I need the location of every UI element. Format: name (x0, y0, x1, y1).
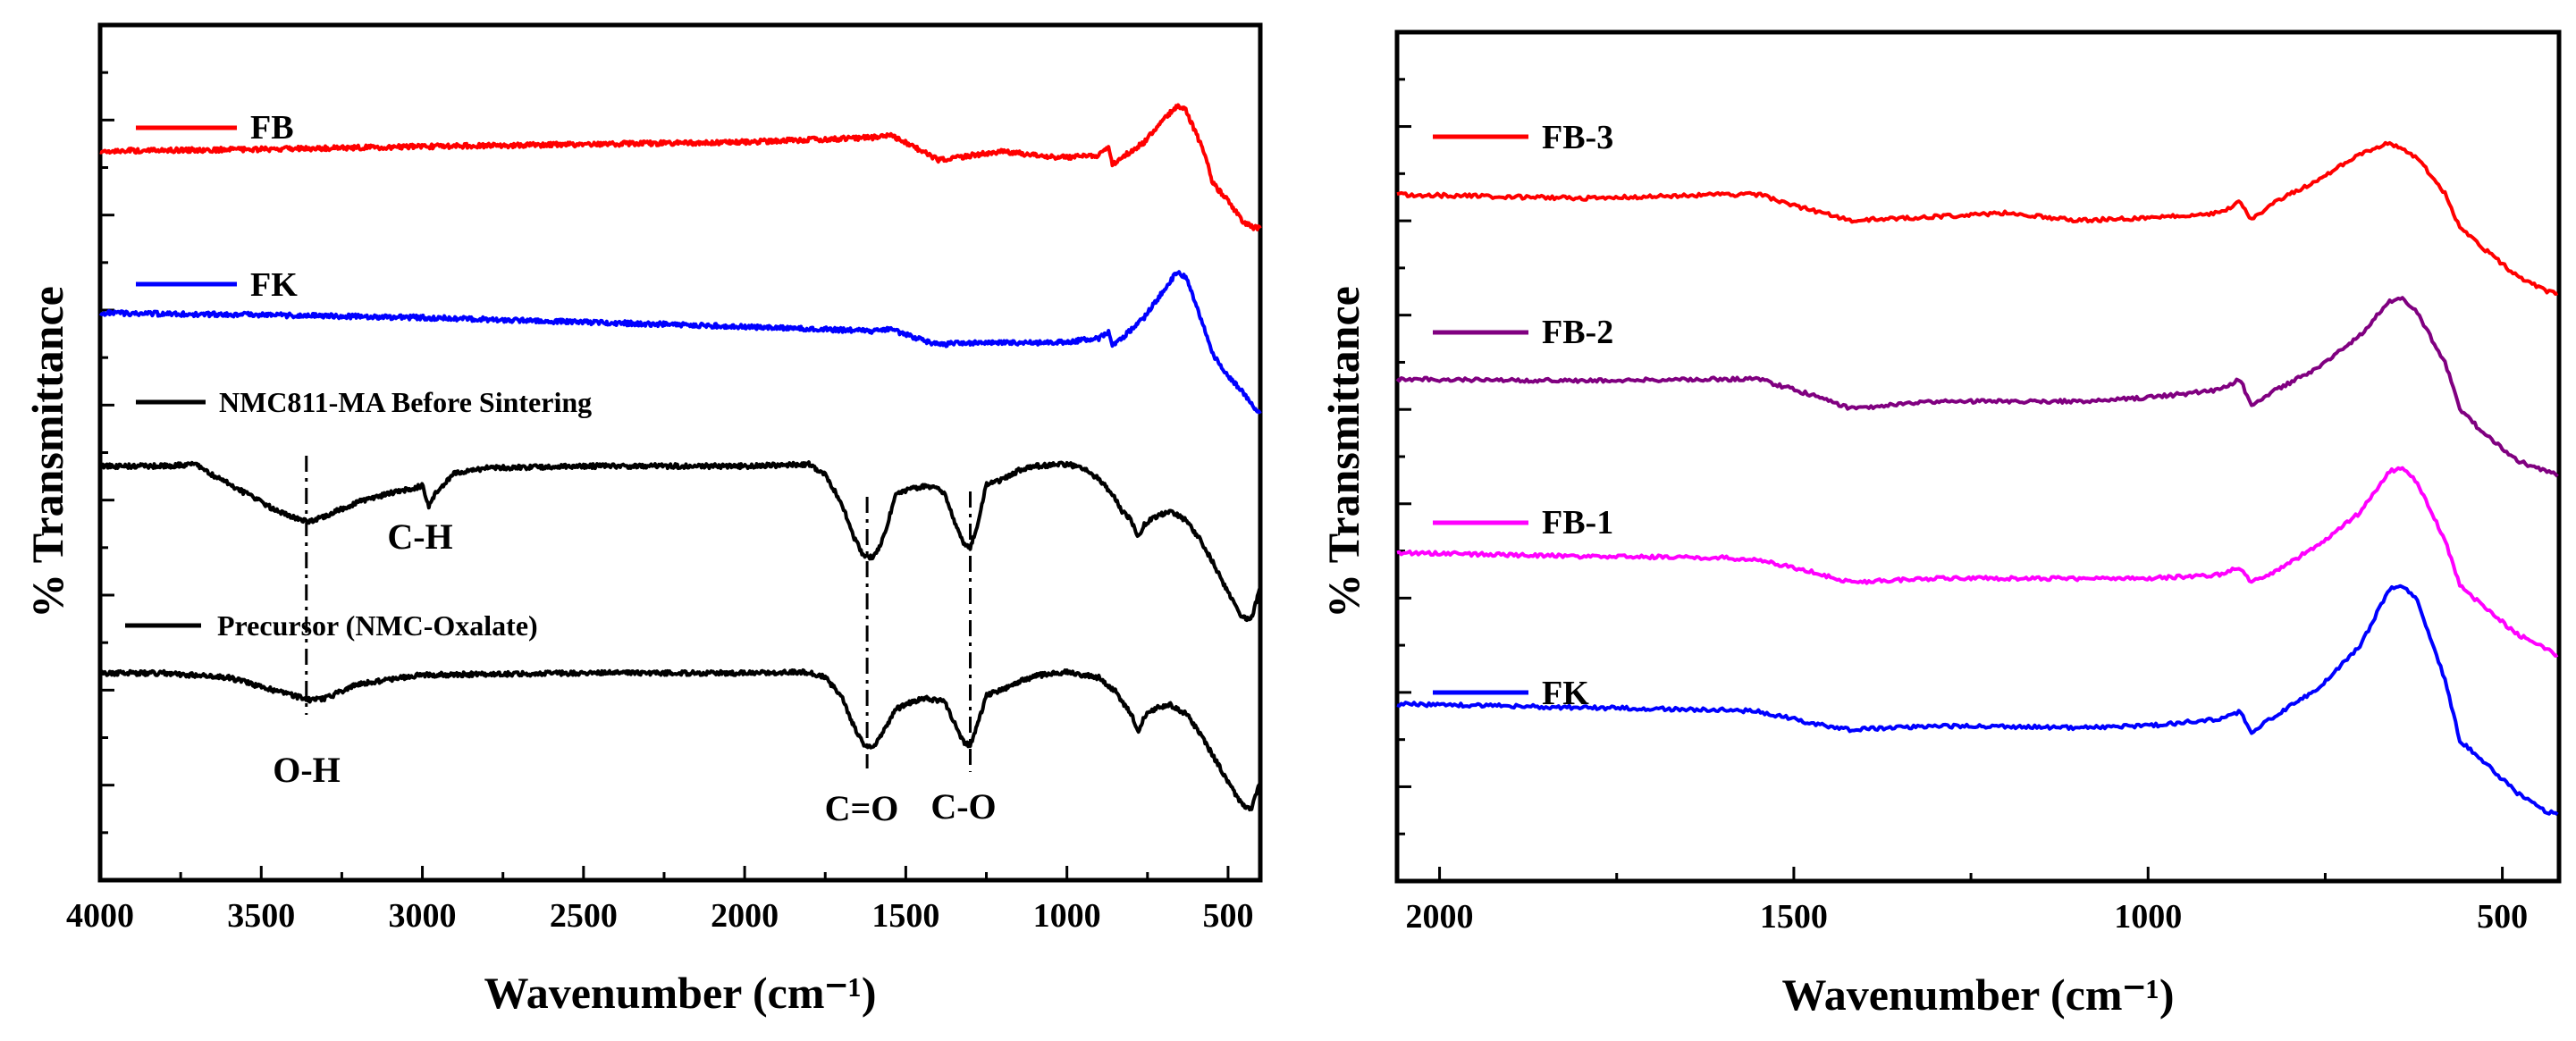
left-series-group (98, 103, 1262, 812)
left-y-ticks (100, 71, 114, 835)
x-tick-label: 2500 (550, 897, 618, 935)
x-tick-label: 1500 (871, 897, 939, 935)
series-line-fb-3 (1396, 140, 2559, 296)
series-line-fb (99, 103, 1262, 231)
series-line-fk (98, 270, 1262, 415)
x-tick-label: 500 (1202, 897, 1253, 935)
left-panel: 4000 3500 3000 2500 2000 1500 1000 500 FB FK NMC8… (22, 22, 1263, 1018)
x-tick-label: 3500 (227, 897, 295, 935)
series-line-precursor-nmc-oxalate- (98, 667, 1262, 812)
left-y-axis-title: % Transmittance (22, 286, 72, 618)
legend-label: FK (1542, 675, 1589, 712)
legend-label: FB-2 (1542, 314, 1613, 351)
x-tick-label: 3000 (389, 897, 457, 935)
right-y-ticks (1397, 78, 1411, 835)
left-x-axis-title: Wavenumber (cm⁻¹) (484, 968, 876, 1018)
legend-label: FB-3 (1542, 119, 1613, 156)
series-line-fb-1 (1396, 466, 2559, 658)
right-legend: FB-3 FB-2 FB-1 FK (1433, 119, 1613, 712)
right-series-group (1395, 140, 2559, 817)
annotation-label: C-H (387, 516, 452, 557)
right-plot-frame (1394, 29, 2562, 884)
right-x-ticks: 2000 1500 1000 500 (1406, 867, 2528, 936)
series-line-nmc811-ma-before-sintering (98, 460, 1262, 623)
legend-label: FB-1 (1542, 504, 1613, 541)
legend-label: Precursor (NMC-Oxalate) (217, 609, 538, 642)
legend-label: FK (250, 266, 298, 304)
series-line-fb-2 (1395, 296, 2559, 478)
series-line-fk (1396, 583, 2559, 817)
left-annotations: C-H O-H C=O C-O (273, 516, 996, 828)
x-tick-label: 500 (2477, 898, 2528, 936)
legend-label: NMC811-MA Before Sintering (219, 386, 592, 418)
x-tick-label: 2000 (711, 897, 779, 935)
left-legend: FB FK NMC811-MA Before Sintering Precursor … (125, 109, 592, 642)
right-x-axis-title: Wavenumber (cm⁻¹) (1781, 970, 2174, 1020)
annotation-label: O-H (273, 750, 341, 790)
x-tick-label: 1000 (2114, 898, 2182, 936)
x-tick-label: 4000 (66, 897, 134, 935)
right-panel: 2000 1500 1000 500 FB-3 FB-2 FB-1 FK Wavenumbe… (1318, 29, 2562, 1020)
left-dashed-markers (305, 456, 972, 772)
annotation-label: C=O (825, 788, 899, 828)
x-tick-label: 1500 (1760, 898, 1828, 936)
left-x-ticks: 4000 3500 3000 2500 2000 1500 1000 500 (66, 866, 1253, 935)
annotation-label: C-O (930, 786, 996, 827)
right-y-axis-title: % Transmittance (1318, 286, 1368, 618)
x-tick-label: 2000 (1406, 898, 1474, 936)
legend-label: FB (250, 109, 294, 147)
x-tick-label: 1000 (1033, 897, 1101, 935)
